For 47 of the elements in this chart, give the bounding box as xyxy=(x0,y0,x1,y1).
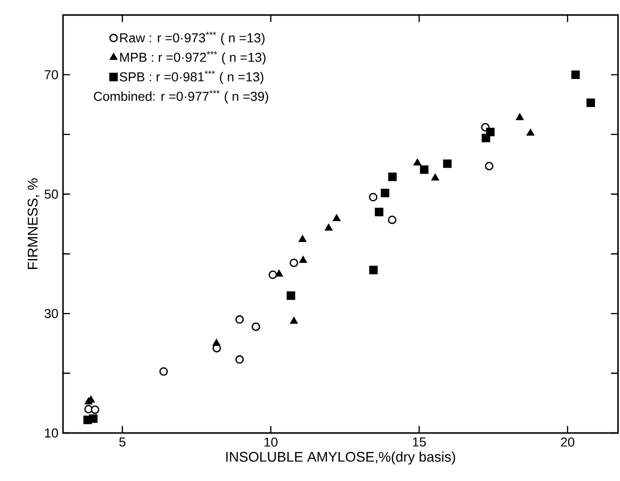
point xyxy=(299,256,307,263)
point xyxy=(420,165,428,174)
point xyxy=(374,208,384,216)
point xyxy=(414,158,422,166)
point xyxy=(235,355,244,364)
point xyxy=(526,128,534,136)
point xyxy=(84,398,92,404)
point xyxy=(586,98,595,108)
legend-label: SPB : r =0·981$^{***}$ ( n =13) xyxy=(120,70,264,84)
point xyxy=(324,224,332,231)
point xyxy=(90,405,100,414)
point xyxy=(159,367,168,376)
point xyxy=(388,172,397,182)
x-axis-title: INSOLUBLE AMYLOSE,%(dry basis) xyxy=(226,452,456,465)
x-tick-label: 20 xyxy=(561,438,574,447)
point xyxy=(275,270,283,277)
x-tick-label: 5 xyxy=(119,438,126,447)
annotation: Combined: r =0·977$^{***}$ ( n =39) xyxy=(94,90,268,104)
point xyxy=(252,322,260,331)
point xyxy=(484,162,494,170)
point xyxy=(571,70,580,79)
point xyxy=(268,270,278,280)
point xyxy=(286,291,296,300)
legend-label: MPB : r =0·972$^{***}$ ( n =13) xyxy=(120,51,266,64)
point xyxy=(290,258,298,268)
x-tick-label: 15 xyxy=(412,438,426,447)
y-tick-label: 10 xyxy=(45,428,58,438)
point xyxy=(212,339,220,346)
point xyxy=(89,414,98,423)
y-tick-label: 70 xyxy=(44,70,58,80)
point xyxy=(486,128,495,136)
point xyxy=(368,192,378,202)
x-tick-label: 10 xyxy=(264,438,278,447)
point xyxy=(443,159,452,168)
point xyxy=(516,113,524,120)
y-tick-label: 30 xyxy=(44,308,58,318)
point xyxy=(380,188,390,198)
point xyxy=(298,235,306,242)
point xyxy=(290,317,298,324)
point xyxy=(369,266,378,274)
point xyxy=(431,174,439,180)
legend-label: Raw : r =0·973$^{***}$ ( n =13) xyxy=(120,32,265,45)
y-tick-label: 50 xyxy=(44,190,58,199)
y-axis-title: FIRMNESS, % xyxy=(28,178,40,269)
point xyxy=(332,214,340,222)
point xyxy=(235,315,244,324)
point xyxy=(388,216,396,224)
